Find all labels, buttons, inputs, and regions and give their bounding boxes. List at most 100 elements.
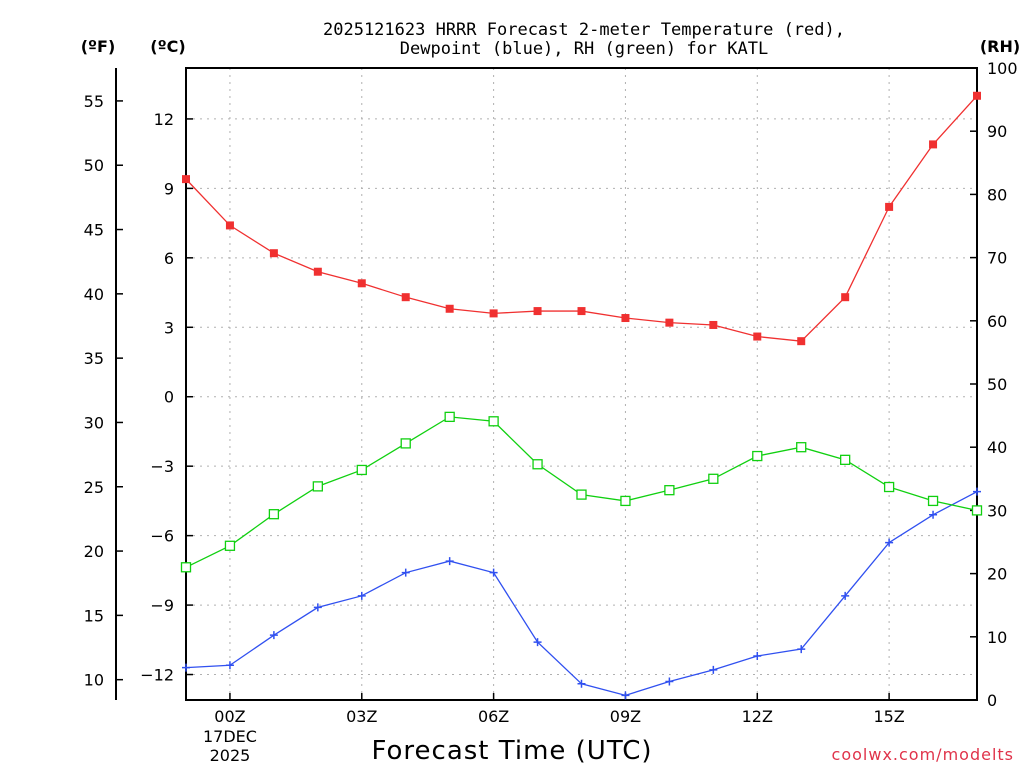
2-meter-temperature-point: [182, 175, 190, 184]
dewpoint-point: [973, 487, 981, 496]
relative-humidity-point: [488, 416, 499, 427]
dewpoint-point: [489, 568, 498, 577]
celsius-tick-label: −12: [140, 666, 174, 685]
2-meter-temperature-point: [709, 320, 718, 329]
relative-humidity-point: [883, 481, 895, 493]
dewpoint-point: [225, 661, 234, 670]
2-meter-temperature-point: [225, 221, 234, 230]
2-meter-temperature-point: [665, 318, 674, 327]
dewpoint-point: [929, 510, 938, 519]
2-meter-temperature-point: [753, 332, 762, 341]
rh-tick-label: 40: [987, 438, 1007, 457]
2-meter-temperature-point: [401, 293, 410, 302]
2-meter-temperature-point: [621, 314, 630, 323]
chart-title-line1: 2025121623 HRRR Forecast 2-meter Tempera…: [323, 20, 845, 40]
relative-humidity-point: [620, 495, 631, 507]
relative-humidity-point: [796, 442, 807, 453]
dewpoint-point: [753, 652, 762, 661]
celsius-tick-label: −3: [150, 457, 174, 476]
rh-tick-label: 80: [987, 185, 1007, 204]
dewpoint-point: [577, 679, 586, 688]
rh-tick-label: 60: [987, 312, 1007, 331]
dewpoint-point: [885, 538, 894, 547]
celsius-tick-label: 3: [164, 318, 174, 337]
dewpoint-line: [185, 491, 978, 697]
dewpoint-point: [357, 591, 366, 600]
celsius-tick-label: −6: [150, 527, 174, 546]
x-tick-label: 12Z: [742, 707, 773, 726]
dewpoint-point: [445, 557, 454, 566]
x-tick-label: 03Z: [346, 707, 377, 726]
rh-tick-label: 70: [987, 249, 1007, 268]
relative-humidity-point: [268, 509, 280, 520]
fahrenheit-tick-label: 55: [84, 92, 104, 111]
dewpoint-point: [401, 568, 410, 577]
2-meter-temperature-point: [489, 309, 498, 318]
credit-text: coolwx.com/modelts: [832, 745, 1014, 764]
rh-tick-label: 90: [987, 122, 1007, 141]
relative-humidity-point: [224, 540, 236, 551]
rh-tick-label: 20: [987, 565, 1007, 584]
x-tick-date-label: 17DEC: [203, 727, 257, 746]
2-meter-temperature-point: [973, 91, 981, 100]
relative-humidity-point: [840, 454, 851, 465]
relative-humidity-point: [356, 464, 367, 476]
celsius-unit-label: (ºC): [150, 37, 185, 56]
fahrenheit-tick-label: 20: [84, 542, 104, 561]
2-meter-temperature-point: [269, 249, 278, 258]
fahrenheit-tick-label: 25: [84, 478, 104, 497]
2-meter-temperature-point: [533, 307, 542, 316]
relative-humidity-point: [312, 481, 323, 492]
2-meter-temperature-point: [445, 304, 454, 313]
dewpoint-point: [621, 691, 630, 700]
rh-unit-label: (RH): [980, 37, 1020, 56]
series-markers: [180, 91, 983, 700]
rh-tick-label: 0: [987, 691, 997, 710]
relative-humidity-point: [664, 485, 675, 496]
dewpoint-point: [665, 677, 674, 686]
fahrenheit-tick-label: 30: [84, 413, 104, 432]
relative-humidity-point: [927, 495, 939, 507]
rh-tick-label: 10: [987, 628, 1007, 647]
dewpoint-point: [709, 665, 718, 674]
fahrenheit-tick-label: 35: [84, 349, 104, 368]
fahrenheit-tick-label: 45: [84, 221, 104, 240]
fahrenheit-tick-label: 15: [84, 606, 104, 625]
2-meter-temperature-point: [357, 279, 366, 288]
fahrenheit-unit-label: (ºF): [81, 37, 116, 56]
celsius-tick-label: 9: [164, 179, 174, 198]
rh-tick-label: 50: [987, 375, 1007, 394]
celsius-tick-label: 0: [164, 388, 174, 407]
dewpoint-point: [313, 603, 322, 612]
fahrenheit-tick-label: 50: [84, 156, 104, 175]
relative-humidity-point: [444, 411, 455, 423]
fahrenheit-tick-label: 10: [84, 671, 104, 690]
fahrenheit-tick-label: 40: [84, 285, 104, 304]
2-meter-temperature-point: [841, 293, 850, 302]
relative-humidity-point: [400, 438, 411, 449]
celsius-tick-label: 6: [164, 249, 174, 268]
relative-humidity-point: [180, 562, 192, 573]
dewpoint-point: [841, 591, 850, 600]
x-tick-label: 09Z: [610, 707, 641, 726]
2-meter-temperature-point: [885, 202, 894, 211]
axes: 55504540353025201510129630−3−6−9−1210090…: [84, 59, 1018, 765]
chart-title-line2: Dewpoint (blue), RH (green) for KATL: [400, 39, 768, 59]
dewpoint-point: [182, 663, 190, 672]
x-axis-label: Forecast Time (UTC): [371, 736, 652, 766]
x-tick-year-label: 2025: [210, 746, 251, 765]
relative-humidity-point: [708, 473, 719, 484]
x-tick-label: 06Z: [478, 707, 509, 726]
grid-lines: [186, 68, 977, 700]
dewpoint-point: [797, 645, 806, 654]
relative-humidity-point: [532, 459, 543, 470]
2-meter-temperature-point: [929, 140, 938, 149]
2-meter-temperature-line: [185, 95, 978, 342]
dewpoint-point: [533, 638, 542, 647]
relative-humidity-point: [752, 450, 763, 462]
2-meter-temperature-point: [313, 267, 322, 276]
2-meter-temperature-point: [797, 337, 806, 346]
relative-humidity-point: [576, 489, 587, 500]
relative-humidity-point: [971, 505, 983, 516]
